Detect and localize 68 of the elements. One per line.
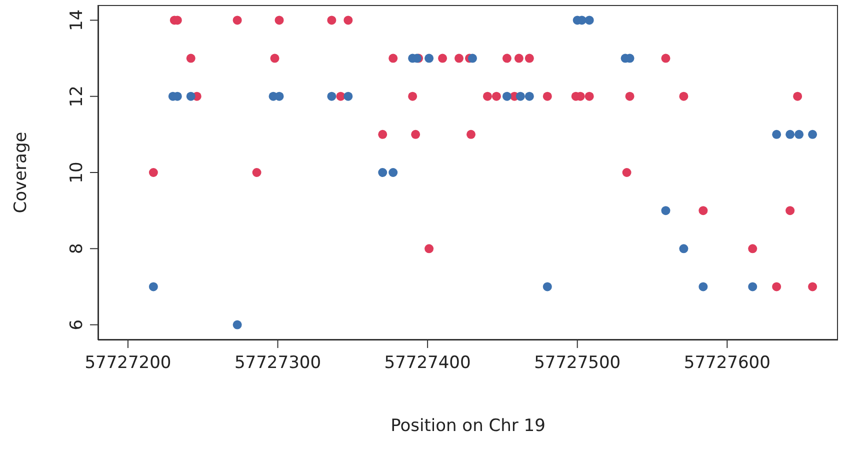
point	[186, 92, 196, 101]
point	[336, 92, 346, 101]
point	[327, 92, 336, 101]
point	[698, 206, 708, 216]
point	[274, 16, 284, 25]
point	[542, 92, 552, 101]
point	[424, 244, 434, 254]
point	[466, 130, 476, 139]
point	[625, 92, 634, 101]
point	[786, 206, 795, 216]
point	[698, 282, 708, 292]
point	[270, 54, 280, 63]
y-tick-label: 14	[67, 9, 87, 32]
point	[408, 92, 418, 101]
point	[424, 54, 434, 63]
point	[808, 130, 818, 139]
y-tick-label: 10	[67, 162, 87, 184]
point	[502, 54, 512, 63]
point	[786, 130, 795, 139]
x-tick-label: 57727500	[534, 353, 621, 374]
y-tick-label: 12	[67, 86, 87, 108]
point	[468, 54, 477, 63]
point	[378, 130, 388, 139]
point	[482, 92, 492, 101]
point	[524, 92, 534, 101]
point	[542, 282, 552, 292]
point	[148, 168, 158, 177]
point	[793, 92, 802, 101]
point	[748, 282, 758, 292]
point	[378, 168, 388, 177]
x-tick-label: 57727400	[384, 353, 471, 374]
point	[344, 92, 353, 101]
point	[186, 54, 196, 63]
point	[524, 54, 534, 63]
point	[808, 282, 818, 292]
point	[514, 54, 524, 63]
point	[411, 130, 420, 139]
point	[794, 130, 804, 139]
point	[622, 168, 632, 177]
point	[772, 130, 782, 139]
point	[679, 244, 688, 254]
point	[388, 54, 398, 63]
point	[438, 54, 448, 63]
point	[148, 282, 158, 292]
point	[679, 92, 688, 101]
x-tick-label: 57727600	[684, 353, 770, 374]
x-tick-label: 57727300	[234, 353, 322, 374]
point	[388, 168, 398, 177]
point	[661, 206, 670, 216]
point	[454, 54, 464, 63]
x-axis-title: Position on Chr 19	[390, 416, 546, 436]
point	[748, 244, 758, 254]
point	[344, 16, 353, 25]
point	[584, 92, 594, 101]
point	[516, 92, 525, 101]
point	[772, 282, 782, 292]
x-tick-label: 57727200	[84, 353, 172, 374]
point	[252, 168, 262, 177]
point	[502, 92, 512, 101]
point	[661, 54, 670, 63]
point	[584, 16, 594, 25]
y-tick-label: 8	[67, 243, 87, 254]
point	[232, 320, 242, 330]
y-tick-label: 6	[67, 319, 87, 330]
point	[232, 16, 242, 25]
point	[492, 92, 501, 101]
y-axis-title: Coverage	[11, 132, 32, 214]
point	[327, 16, 336, 25]
